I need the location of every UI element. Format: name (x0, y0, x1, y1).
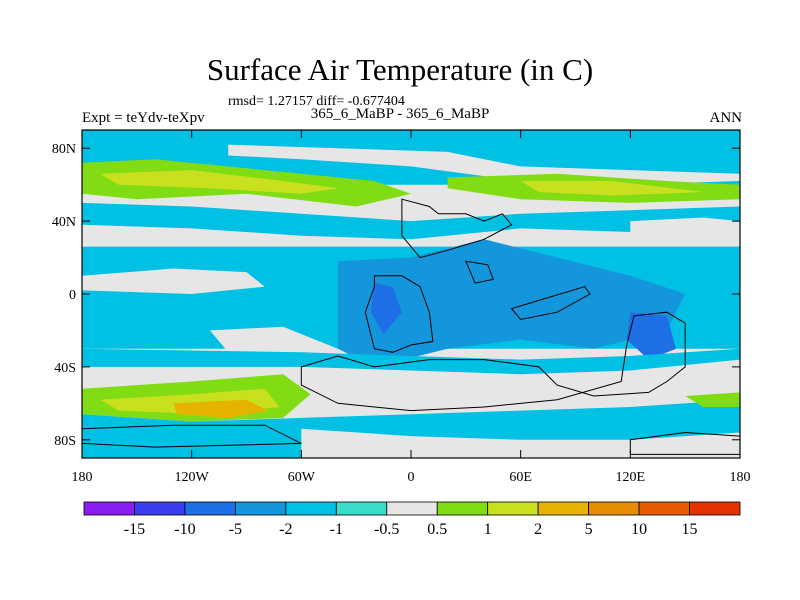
colorbar-swatch (436, 501, 489, 516)
field-region-north-white-east (630, 217, 740, 243)
field-region-tropics-deep-blue (370, 283, 402, 335)
field-region-tropics-white-west (82, 268, 265, 294)
colorbar-label: 10 (631, 521, 647, 538)
colorbar-swatch (689, 501, 741, 516)
colorbar-swatch (386, 501, 438, 516)
y-axis: 80N 40N 0 40S 80S (52, 142, 740, 449)
colorbar-label: -15 (124, 521, 145, 538)
x-tick-label: 180 (72, 470, 93, 485)
field-region-north-cyan-midlat (82, 202, 740, 240)
continent-outline-antarctic-edge (82, 424, 302, 448)
x-tick-label: 120E (616, 470, 646, 485)
field-region-indian-deep-blue (626, 312, 676, 360)
colorbar: -15 -10 -5 -2 -1 -0.5 0.5 1 2 5 10 15 (83, 501, 741, 538)
y-tick-label: 40S (54, 361, 76, 376)
field-region-north-yellow-east (520, 181, 704, 196)
stats-text: rmsd= 1.27157 diff= -0.677404 (228, 94, 405, 109)
colorbar-swatch (134, 501, 186, 516)
y-tick-label: 40N (52, 215, 76, 230)
colorbar-label: 15 (682, 521, 698, 538)
colorbar-swatch (335, 501, 388, 516)
colorbar-label: 2 (534, 521, 542, 538)
continent-outline-island-eastern-arc (510, 286, 591, 321)
continent-outline-central-landmass (364, 275, 434, 353)
colorbar-swatch (83, 501, 135, 516)
colorbar-swatch (487, 501, 539, 516)
field-region-tropics-blue-east (484, 294, 594, 331)
colorbar-label: -0.5 (374, 521, 399, 538)
colorbar-label: 1 (484, 521, 492, 538)
x-tick-label: 60E (509, 470, 532, 485)
experiment-label: Expt = teYdv-teXpv (82, 110, 205, 126)
field-region-south-cyan-band (82, 348, 740, 375)
field-region-south-white-band (264, 359, 740, 407)
colorbar-label: -1 (330, 521, 343, 538)
colorbar-label: -5 (229, 521, 242, 538)
colorbar-swatch (537, 501, 590, 516)
season-label: ANN (709, 110, 743, 126)
colorbar-swatch (638, 501, 690, 516)
x-axis: 180 120W 60W 0 60E 120E 180 (72, 130, 751, 485)
x-tick-label: 180 (730, 470, 751, 485)
y-tick-label: 0 (69, 288, 76, 303)
colorbar-swatch (234, 501, 287, 516)
chart-subtitle: 365_6_MaBP - 365_6_MaBP (310, 106, 490, 122)
y-tick-label: 80S (54, 434, 76, 449)
colorbar-label: 0.5 (427, 521, 447, 538)
continent-outline-island-east (464, 260, 494, 284)
x-tick-label: 60W (288, 470, 316, 485)
colorbar-swatch (285, 501, 337, 516)
continent-outline-south-american-landmass (300, 311, 686, 412)
field-region-north-midlat-yellow (100, 170, 338, 194)
y-tick-label: 80N (52, 142, 76, 157)
field-region-south-orange-west (173, 399, 269, 418)
colorbar-label: -2 (279, 521, 292, 538)
temperature-field (82, 130, 740, 458)
colorbar-label: -10 (174, 521, 195, 538)
colorbar-swatch (184, 501, 236, 516)
field-region-north-polar-white-band (228, 144, 740, 185)
x-tick-label: 0 (408, 470, 415, 485)
continent-outlines (82, 198, 740, 455)
colorbar-label: 5 (585, 521, 593, 538)
field-region-south-green-east (685, 392, 740, 407)
colorbar-swatch (588, 501, 640, 516)
x-tick-label: 120W (175, 470, 210, 485)
chart-title: Surface Air Temperature (in C) (206, 52, 594, 87)
continent-outline-north-landmass (401, 198, 513, 259)
